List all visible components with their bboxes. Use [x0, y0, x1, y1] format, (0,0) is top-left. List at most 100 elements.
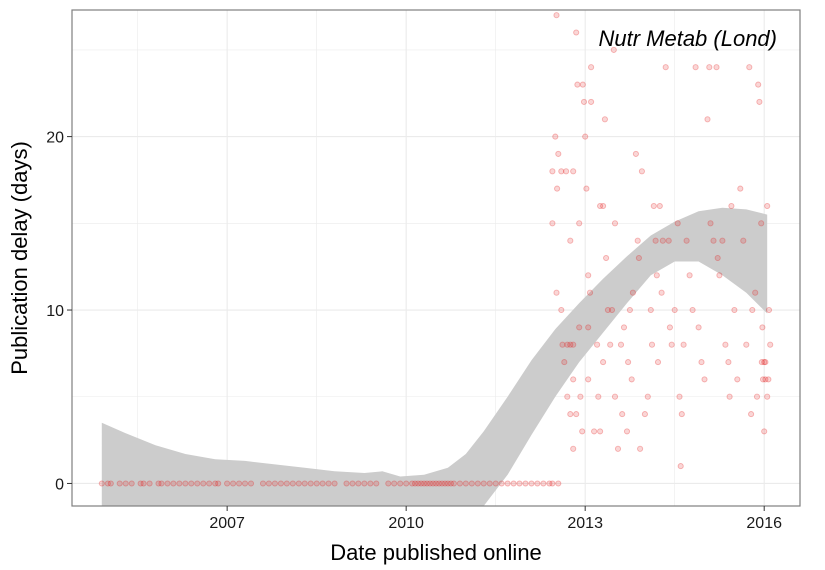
data-point — [564, 341, 571, 348]
data-point — [617, 341, 625, 348]
data-point — [677, 463, 684, 470]
data-point — [623, 428, 631, 435]
data-point — [224, 480, 231, 487]
data-point — [698, 359, 705, 366]
data-point — [591, 428, 598, 435]
data-point — [549, 480, 556, 487]
data-point — [164, 480, 171, 487]
data-point — [447, 480, 454, 487]
data-point — [367, 480, 374, 487]
data-point — [579, 428, 586, 435]
data-point — [595, 393, 602, 400]
data-point — [215, 480, 222, 487]
data-point — [325, 480, 332, 487]
data-point — [555, 480, 562, 487]
data-point — [579, 81, 586, 88]
data-point — [301, 480, 308, 487]
data-point — [426, 480, 434, 487]
data-point — [553, 289, 560, 296]
data-point — [450, 480, 457, 487]
data-point — [601, 116, 608, 123]
data-point — [628, 376, 635, 383]
data-point — [247, 480, 255, 487]
data-point — [549, 168, 556, 175]
data-point — [391, 480, 398, 487]
data-point — [713, 64, 720, 71]
data-point — [611, 393, 619, 400]
data-point — [546, 480, 553, 487]
data-point — [313, 480, 320, 487]
data-points — [98, 12, 774, 487]
data-point — [588, 64, 595, 71]
y-axis-title: Publication delay (days) — [7, 141, 32, 375]
y-tick-label: 0 — [55, 476, 64, 493]
data-point — [748, 411, 755, 418]
data-point — [644, 393, 651, 400]
y-axis-ticks: 0 10 20 — [46, 130, 72, 493]
data-point — [641, 411, 648, 418]
data-point — [212, 480, 219, 487]
data-point — [756, 98, 763, 105]
data-point — [731, 306, 738, 314]
data-point — [441, 480, 449, 487]
data-point — [573, 411, 580, 418]
data-point — [674, 220, 681, 227]
data-point — [764, 202, 771, 210]
data-point — [555, 150, 562, 157]
data-point — [710, 237, 717, 244]
data-point — [355, 480, 362, 487]
data-point — [658, 289, 665, 296]
data-point — [206, 480, 213, 487]
data-point — [728, 202, 735, 210]
x-tick-label: 2016 — [746, 515, 782, 532]
data-point — [397, 480, 404, 487]
data-point — [516, 480, 523, 487]
data-point — [737, 185, 744, 192]
data-point — [573, 29, 580, 36]
data-point — [678, 411, 685, 418]
data-point — [188, 480, 195, 487]
data-point — [704, 116, 711, 123]
data-point — [122, 480, 129, 487]
data-point — [561, 359, 568, 366]
data-point — [570, 445, 577, 452]
data-point — [608, 306, 616, 314]
data-point — [583, 185, 590, 192]
data-point — [146, 480, 153, 487]
data-point — [701, 376, 708, 383]
x-tick-label: 2013 — [567, 515, 603, 532]
data-point — [349, 480, 356, 487]
data-point — [289, 480, 296, 487]
data-point — [659, 237, 666, 244]
x-tick-label: 2010 — [388, 515, 424, 532]
data-point — [415, 480, 422, 487]
data-point — [725, 359, 732, 366]
data-point — [714, 254, 721, 262]
data-point — [586, 289, 594, 296]
data-point — [412, 480, 419, 487]
data-point — [767, 341, 774, 348]
data-point — [647, 306, 654, 314]
data-point — [654, 359, 662, 366]
data-point — [635, 254, 642, 262]
data-point — [758, 220, 765, 227]
data-point — [597, 428, 604, 435]
data-point — [749, 306, 756, 314]
data-point — [182, 480, 189, 487]
data-point — [764, 393, 771, 400]
data-point — [634, 237, 641, 244]
data-point — [158, 480, 165, 487]
data-point — [607, 341, 614, 348]
data-point — [765, 376, 772, 383]
data-point — [155, 480, 162, 487]
data-point — [116, 480, 123, 487]
data-point — [610, 46, 617, 53]
data-point — [653, 272, 660, 279]
data-point — [295, 480, 302, 487]
data-point — [585, 324, 592, 331]
data-point — [558, 168, 565, 175]
data-point — [492, 480, 499, 487]
data-point — [570, 376, 577, 383]
data-point — [753, 393, 761, 400]
